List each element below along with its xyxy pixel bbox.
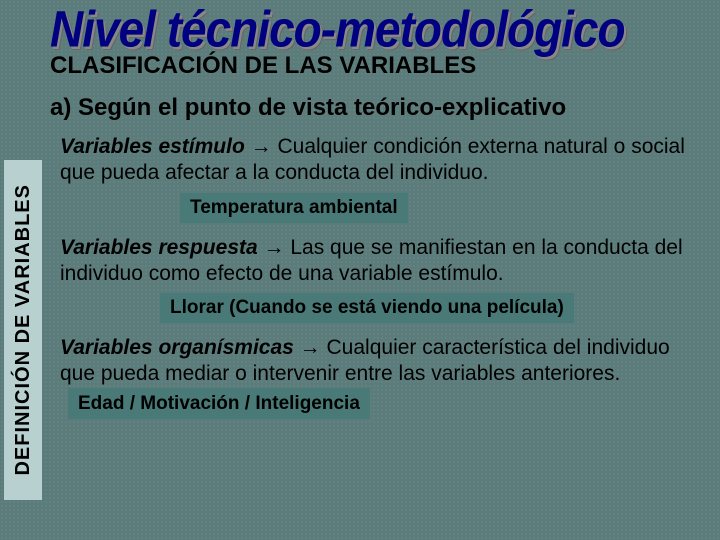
block2-paragraph: Variables respuesta → Las que se manifie… [60, 235, 690, 288]
slide-title: Nivel técnico-metodológico [0, 0, 720, 59]
arrow-icon: → [294, 336, 327, 359]
arrow-icon: → [245, 135, 278, 158]
section-header: a) Según el punto de vista teórico-expli… [0, 80, 720, 122]
block1-tag: Temperatura ambiental [180, 193, 408, 223]
block3-paragraph: Variables organísmicas → Cualquier carac… [60, 335, 690, 419]
block3-tag: Edad / Motivación / Inteligencia [68, 388, 370, 420]
content-area: Variables estímulo → Cualquier condición… [0, 122, 720, 419]
block1-tag-row: Temperatura ambiental [60, 193, 690, 223]
arrow-icon: → [258, 236, 291, 259]
block1-paragraph: Variables estímulo → Cualquier condición… [60, 134, 690, 187]
block3-term: Variables organísmicas [60, 336, 294, 359]
vertical-label-text: DEFINICIÓN DE VARIABLES [12, 184, 35, 476]
block2-term: Variables respuesta [60, 236, 258, 259]
vertical-label-box: DEFINICIÓN DE VARIABLES [4, 160, 42, 500]
block2-tag-row: Llorar (Cuando se está viendo una pelícu… [60, 293, 690, 323]
block1-term: Variables estímulo [60, 135, 245, 158]
block2-tag: Llorar (Cuando se está viendo una pelícu… [160, 293, 574, 323]
